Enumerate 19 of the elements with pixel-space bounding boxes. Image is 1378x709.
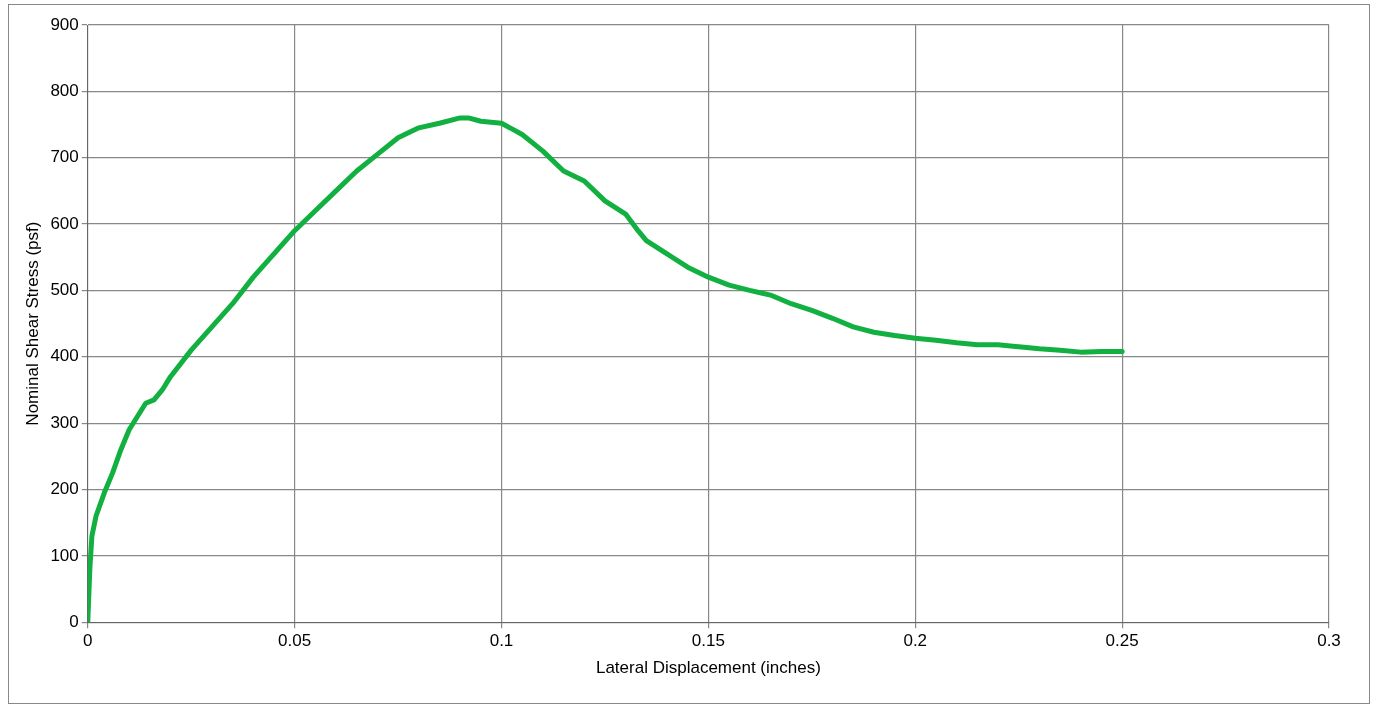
- y-tick-label: 200: [50, 479, 79, 499]
- y-axis-title: Nominal Shear Stress (psf): [22, 221, 42, 426]
- x-axis-title: Lateral Displacement (inches): [595, 658, 821, 678]
- y-tick-label: 700: [50, 147, 79, 167]
- y-tick-label: 0: [69, 611, 79, 631]
- y-tick-label: 600: [50, 213, 79, 233]
- x-tick-label: 0.25: [1105, 631, 1139, 651]
- y-tick-label: 800: [50, 81, 79, 101]
- y-tick-label: 900: [50, 14, 79, 34]
- y-tick-label: 500: [50, 280, 79, 300]
- x-tick-label: 0.3: [1317, 631, 1341, 651]
- x-tick-label: 0.15: [691, 631, 725, 651]
- x-tick-label: 0: [83, 631, 93, 651]
- x-tick-label: 0.2: [903, 631, 928, 651]
- y-tick-label: 400: [50, 346, 79, 366]
- y-tick-label: 100: [50, 545, 79, 565]
- y-tick-label: 300: [50, 412, 79, 432]
- x-tick-label: 0.05: [278, 631, 312, 651]
- x-tick-label: 0.1: [489, 631, 514, 651]
